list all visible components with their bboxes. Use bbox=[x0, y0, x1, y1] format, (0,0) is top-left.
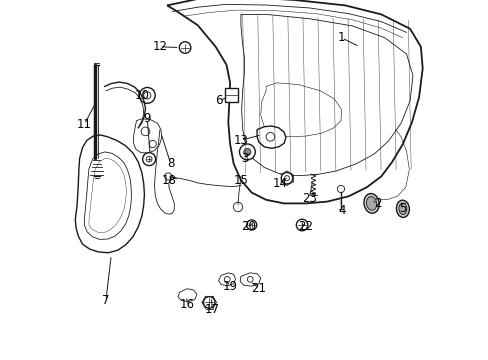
Text: 22: 22 bbox=[298, 220, 312, 233]
Circle shape bbox=[203, 297, 215, 308]
Text: 18: 18 bbox=[161, 174, 176, 186]
Text: 20: 20 bbox=[240, 220, 255, 233]
Circle shape bbox=[239, 144, 255, 160]
Circle shape bbox=[296, 219, 307, 231]
Polygon shape bbox=[218, 273, 235, 286]
Bar bbox=[224, 88, 238, 102]
Text: 13: 13 bbox=[233, 134, 248, 147]
Text: 19: 19 bbox=[222, 280, 237, 293]
Circle shape bbox=[337, 185, 344, 193]
Polygon shape bbox=[178, 289, 197, 302]
Polygon shape bbox=[257, 126, 285, 148]
Text: 9: 9 bbox=[143, 112, 151, 125]
Text: 14: 14 bbox=[272, 177, 287, 190]
Polygon shape bbox=[133, 119, 162, 153]
Circle shape bbox=[139, 87, 155, 103]
Text: 4: 4 bbox=[337, 204, 345, 217]
Text: 16: 16 bbox=[179, 298, 194, 311]
Ellipse shape bbox=[363, 194, 379, 213]
Circle shape bbox=[246, 220, 256, 230]
Circle shape bbox=[142, 153, 155, 166]
Circle shape bbox=[281, 172, 292, 184]
Ellipse shape bbox=[398, 203, 406, 215]
Text: 8: 8 bbox=[167, 157, 174, 170]
Ellipse shape bbox=[396, 200, 408, 217]
Text: 21: 21 bbox=[251, 282, 266, 294]
Text: 3: 3 bbox=[240, 152, 248, 165]
Text: 15: 15 bbox=[233, 174, 248, 186]
Text: 17: 17 bbox=[204, 303, 219, 316]
Ellipse shape bbox=[366, 197, 376, 210]
Text: 12: 12 bbox=[152, 40, 167, 53]
Text: 2: 2 bbox=[373, 197, 381, 210]
Text: 7: 7 bbox=[102, 294, 109, 307]
Text: 1: 1 bbox=[337, 31, 345, 44]
Text: 6: 6 bbox=[215, 94, 223, 107]
Polygon shape bbox=[240, 273, 260, 286]
Text: 10: 10 bbox=[134, 89, 149, 102]
Circle shape bbox=[179, 42, 190, 53]
Text: 23: 23 bbox=[301, 192, 316, 204]
Text: 5: 5 bbox=[398, 202, 406, 215]
Text: 11: 11 bbox=[77, 118, 92, 131]
Circle shape bbox=[244, 148, 250, 156]
